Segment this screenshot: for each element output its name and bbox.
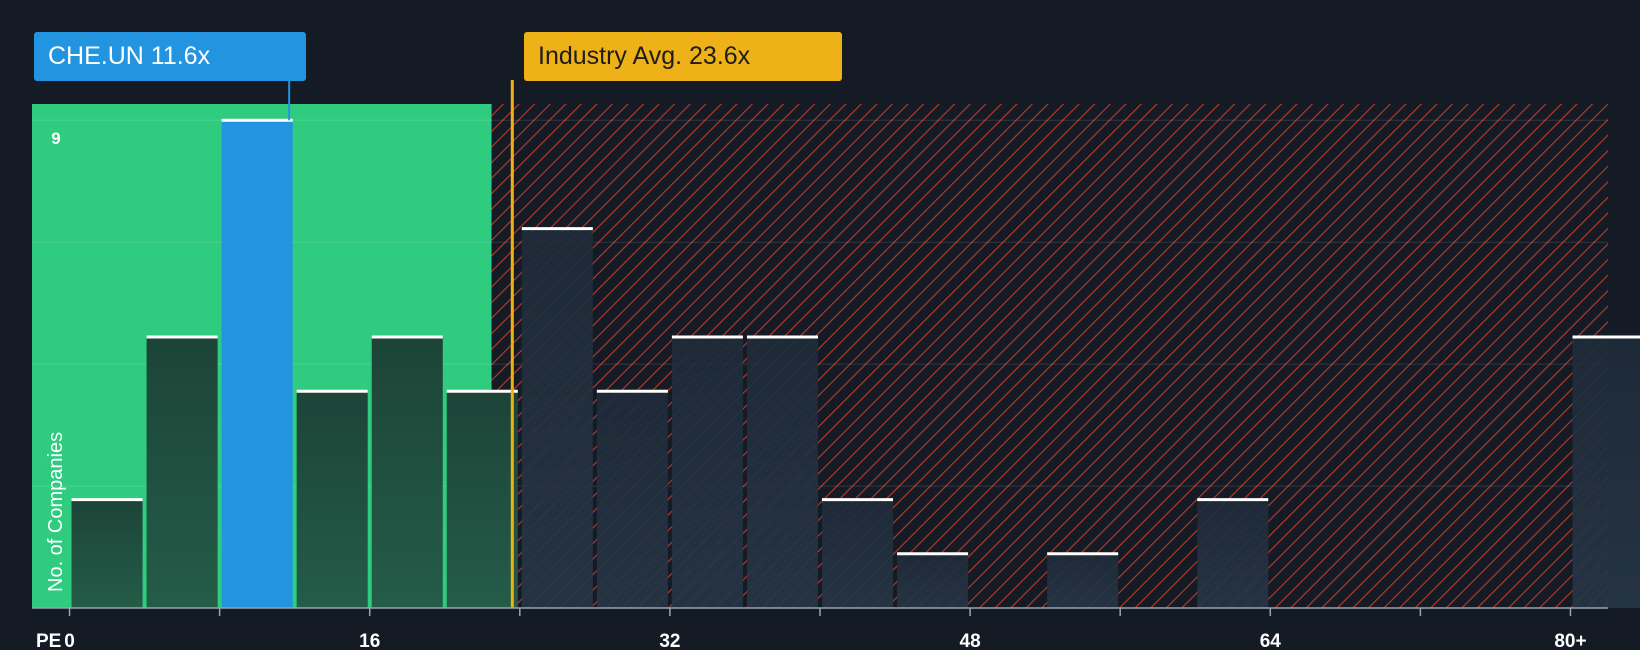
bar xyxy=(1572,337,1640,608)
x-tick-label: 64 xyxy=(1260,631,1282,650)
x-tick-label: 80+ xyxy=(1554,631,1586,650)
bar xyxy=(296,391,368,608)
bar xyxy=(221,120,293,609)
bar xyxy=(146,337,218,608)
x-tick-label: 0 xyxy=(64,631,75,650)
bars xyxy=(71,118,1640,609)
bar xyxy=(822,499,894,608)
company-pe-label: CHE.UN 11.6x xyxy=(48,42,211,70)
x-axis-label: PE xyxy=(36,631,61,650)
bar xyxy=(521,228,593,609)
bar xyxy=(446,391,518,608)
bar xyxy=(371,337,443,608)
industry-average-callout: Industry Avg. 23.6x xyxy=(524,32,842,81)
bar xyxy=(746,337,818,608)
bar xyxy=(897,553,969,608)
industry-average-label: Industry Avg. 23.6x xyxy=(538,42,751,70)
bar xyxy=(671,337,743,608)
x-axis-ticks: 0 16 32 48 64 80+ xyxy=(64,608,1587,650)
bar xyxy=(596,391,668,608)
y-tick-label: 9 xyxy=(51,129,60,148)
bar xyxy=(1197,499,1269,608)
grid-lines xyxy=(32,119,1608,487)
x-tick-label: 16 xyxy=(359,631,380,650)
bar xyxy=(1047,553,1119,608)
bar xyxy=(71,499,143,608)
x-tick-label: 32 xyxy=(659,631,680,650)
company-pe-callout: CHE.UN 11.6x xyxy=(34,32,306,81)
y-axis-label: No. of Companies xyxy=(45,432,67,592)
x-tick-label: 48 xyxy=(960,631,981,650)
